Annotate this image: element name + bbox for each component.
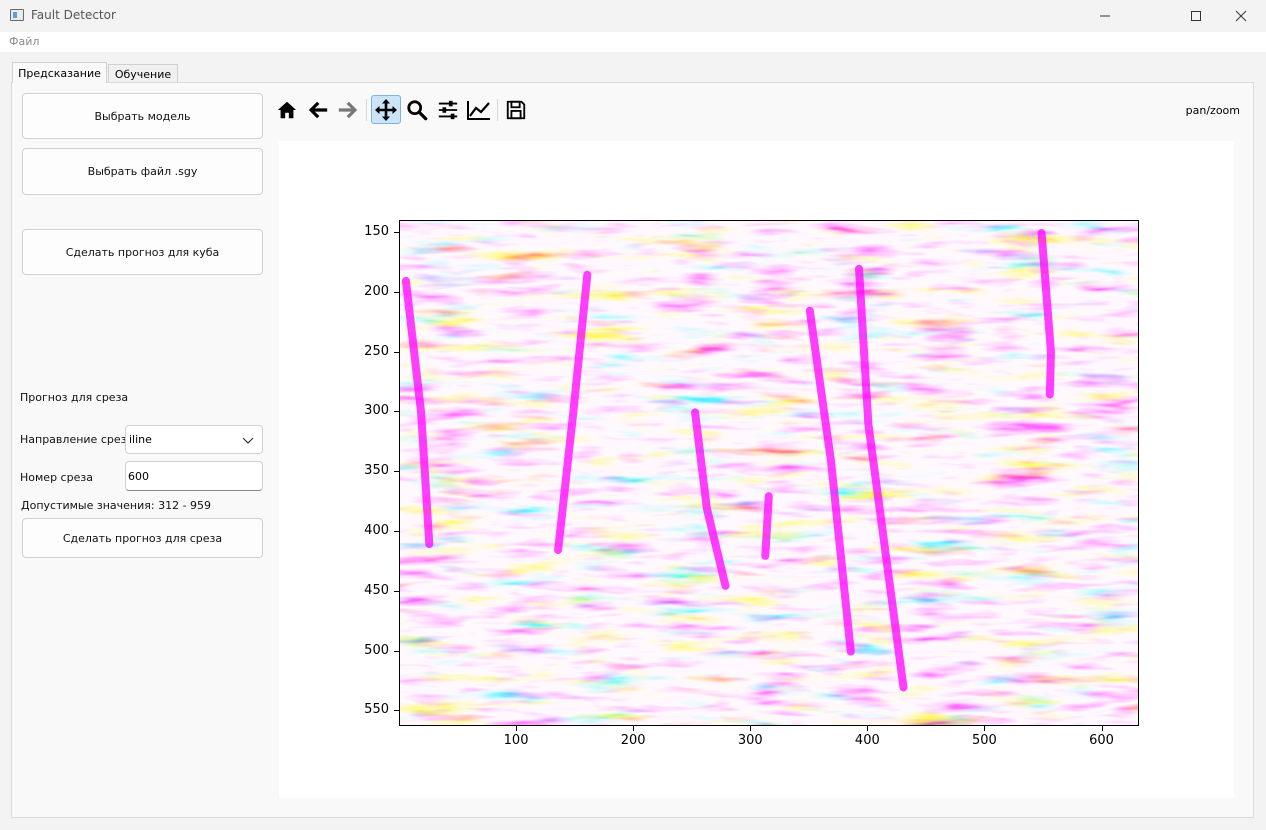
y-tick-label: 450 bbox=[364, 582, 389, 598]
direction-select[interactable]: iline bbox=[125, 425, 263, 454]
x-tick bbox=[1101, 726, 1103, 731]
y-tick-label: 550 bbox=[364, 702, 389, 718]
y-tick-label: 500 bbox=[364, 642, 389, 658]
forward-icon bbox=[338, 101, 358, 118]
toolbar-separator bbox=[366, 99, 367, 121]
slice-section-title: Прогноз для среза bbox=[20, 391, 129, 404]
y-tick-label: 350 bbox=[364, 463, 389, 479]
seismic-image[interactable] bbox=[399, 220, 1139, 726]
tab-train[interactable]: Обучение bbox=[108, 64, 178, 84]
tab-predict[interactable]: Предсказание bbox=[12, 62, 107, 83]
maximize-button[interactable] bbox=[1173, 0, 1219, 32]
x-tick-label: 500 bbox=[972, 733, 997, 748]
configure-subplots-button[interactable] bbox=[433, 95, 463, 124]
menu-bar: Файл bbox=[0, 32, 1266, 52]
y-tick bbox=[394, 471, 399, 473]
app-icon bbox=[10, 9, 24, 21]
x-tick-label: 400 bbox=[854, 733, 880, 748]
toolbar-separator bbox=[497, 99, 498, 121]
x-tick bbox=[867, 726, 869, 731]
save-icon bbox=[506, 100, 526, 119]
y-tick bbox=[394, 710, 399, 712]
y-tick-label: 200 bbox=[364, 283, 389, 299]
seismic-amplitude bbox=[400, 221, 1138, 725]
home-icon bbox=[277, 101, 297, 118]
menu-file[interactable]: Файл bbox=[9, 35, 40, 48]
title-bar: Fault Detector bbox=[0, 0, 1266, 32]
edit-axis-button[interactable] bbox=[464, 95, 494, 124]
x-tick bbox=[750, 726, 752, 731]
select-file-button[interactable]: Выбрать файл .sgy bbox=[22, 148, 263, 195]
x-tick bbox=[516, 726, 518, 731]
maximize-icon bbox=[1191, 11, 1201, 21]
y-tick bbox=[394, 531, 399, 533]
select-model-button[interactable]: Выбрать модель bbox=[22, 93, 263, 139]
y-tick-label: 400 bbox=[364, 523, 389, 539]
minimize-button[interactable] bbox=[1082, 0, 1128, 32]
fault-7 bbox=[1037, 229, 1056, 399]
predict-slice-button[interactable]: Сделать прогноз для среза bbox=[22, 518, 263, 558]
y-tick bbox=[394, 231, 399, 233]
configure-subplots-icon bbox=[438, 100, 458, 119]
home-button[interactable] bbox=[272, 95, 302, 124]
x-tick-label: 200 bbox=[620, 733, 646, 748]
y-tick bbox=[394, 291, 399, 293]
direction-label: Направление среза bbox=[20, 433, 134, 446]
x-tick bbox=[984, 726, 986, 731]
window-title: Fault Detector bbox=[31, 8, 116, 22]
y-tick bbox=[394, 411, 399, 413]
fault-6 bbox=[855, 264, 908, 692]
pan-button[interactable] bbox=[371, 95, 401, 124]
slice-number-input[interactable] bbox=[125, 461, 263, 491]
minimize-icon bbox=[1100, 15, 1110, 17]
allowed-values-text: Допустимые значения: 312 - 959 bbox=[21, 499, 212, 512]
number-label: Номер среза bbox=[20, 471, 93, 484]
fault-3 bbox=[691, 408, 730, 590]
direction-select-value: iline bbox=[129, 433, 152, 446]
seismic-slice bbox=[400, 221, 1138, 725]
x-tick bbox=[633, 726, 635, 731]
back-icon bbox=[308, 101, 328, 118]
y-tick bbox=[394, 650, 399, 652]
back-button[interactable] bbox=[303, 95, 333, 124]
zoom-button[interactable] bbox=[402, 95, 432, 124]
fault-1 bbox=[401, 276, 434, 548]
y-tick-label: 150 bbox=[364, 223, 389, 239]
close-button[interactable] bbox=[1218, 0, 1264, 32]
close-icon bbox=[1235, 10, 1247, 22]
fault-5 bbox=[805, 306, 855, 656]
y-tick-label: 300 bbox=[364, 403, 389, 419]
y-tick bbox=[394, 351, 399, 353]
fault-4 bbox=[761, 492, 773, 560]
x-tick-label: 300 bbox=[737, 733, 763, 748]
chevron-down-icon bbox=[242, 437, 254, 444]
y-tick-label: 250 bbox=[364, 343, 389, 359]
edit-axis-icon bbox=[467, 100, 490, 120]
toolbar-mode-text: pan/zoom bbox=[1185, 104, 1240, 117]
x-tick-label: 100 bbox=[503, 733, 529, 748]
fault-2 bbox=[554, 270, 592, 554]
zoom-icon bbox=[407, 99, 428, 120]
fault-predictions bbox=[401, 229, 1056, 692]
predict-cube-button[interactable]: Сделать прогноз для куба bbox=[22, 229, 263, 275]
forward-button[interactable] bbox=[333, 95, 363, 124]
plot-canvas[interactable]: 150 200 250 300 350 400 450 500 550 100 200 300 400 5… bbox=[279, 141, 1234, 798]
pan-icon bbox=[375, 98, 397, 121]
x-tick-label: 600 bbox=[1089, 733, 1114, 748]
y-tick bbox=[394, 590, 399, 592]
save-button[interactable] bbox=[501, 95, 531, 124]
